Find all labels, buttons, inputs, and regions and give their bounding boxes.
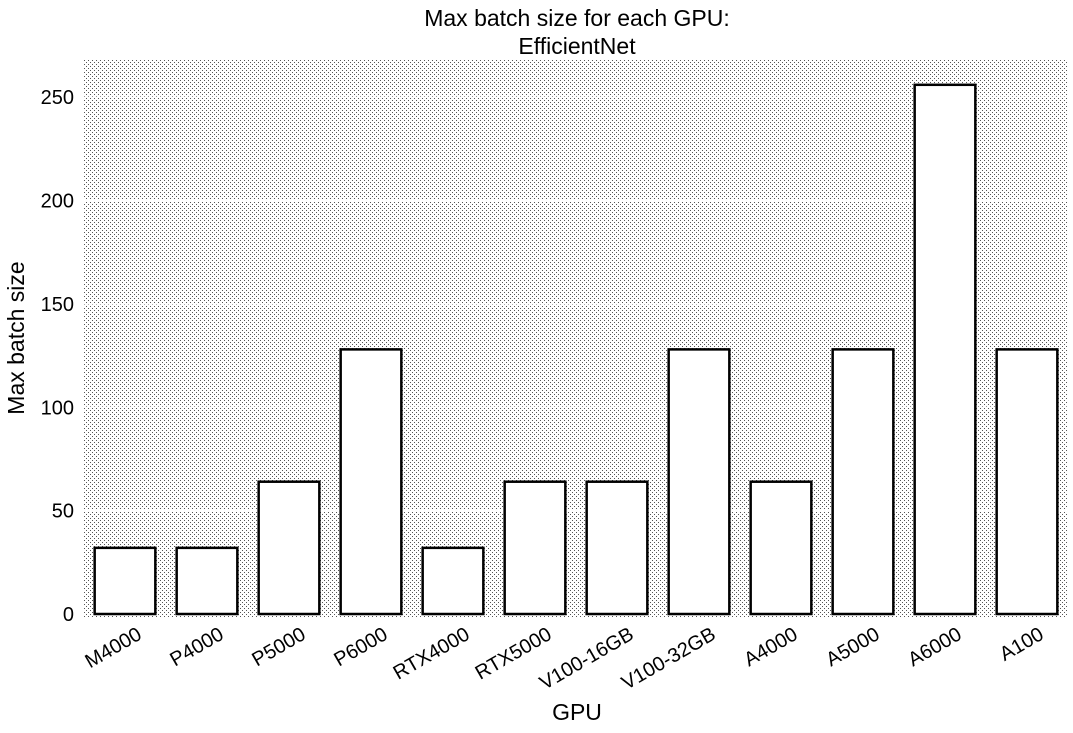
bar-p6000 [339, 348, 403, 616]
bar-a5000 [831, 348, 895, 616]
bar-v100-16gb [585, 480, 649, 616]
bar-m4000 [93, 546, 157, 616]
y-tick-label: 50 [52, 501, 74, 523]
bar-rtx4000 [421, 546, 485, 616]
gridlines [84, 96, 1068, 512]
chart-title: Max batch size for each GPU: EfficientNe… [424, 5, 730, 59]
x-axis-label: GPU [552, 699, 602, 725]
y-axis-label: Max batch size [3, 261, 29, 414]
bars [93, 83, 1059, 616]
bar-rtx5000 [503, 480, 567, 616]
chart-title-line-2: EfficientNet [518, 33, 636, 59]
x-tick-label: P5000 [248, 623, 309, 671]
x-tick-labels: M4000 P4000 P5000 P6000RTX4000RTX5000V100-1… [82, 623, 1048, 694]
bar-v100-32gb [667, 348, 731, 616]
x-tick-label: P4000 [166, 623, 227, 671]
y-tick-label: 200 [41, 191, 74, 213]
bar-a100 [995, 348, 1059, 616]
x-tick-label: RTX4000 [390, 623, 474, 684]
x-tick-label: V100-32GB [618, 623, 720, 694]
y-tick-label: 0 [63, 604, 74, 626]
chart-title-line-1: Max batch size for each GPU: [424, 5, 730, 31]
y-tick-label: 150 [41, 294, 74, 316]
x-tick-label: P6000 [330, 623, 391, 671]
x-tick-label: A5000 [822, 623, 883, 671]
x-tick-label: M4000 [82, 623, 146, 673]
bar-a4000 [749, 480, 813, 616]
x-tick-label: A100 [996, 623, 1047, 665]
y-tick-labels: 0 50 100 150 200 250 [41, 87, 74, 626]
bar-p4000 [175, 546, 239, 616]
x-tick-label: A4000 [740, 623, 801, 671]
x-tick-label: A6000 [904, 623, 965, 671]
plot-area [84, 60, 1068, 617]
bar-a6000 [913, 83, 977, 616]
y-tick-label: 250 [41, 87, 74, 109]
bar-p5000 [257, 480, 321, 616]
y-tick-label: 100 [41, 397, 74, 419]
